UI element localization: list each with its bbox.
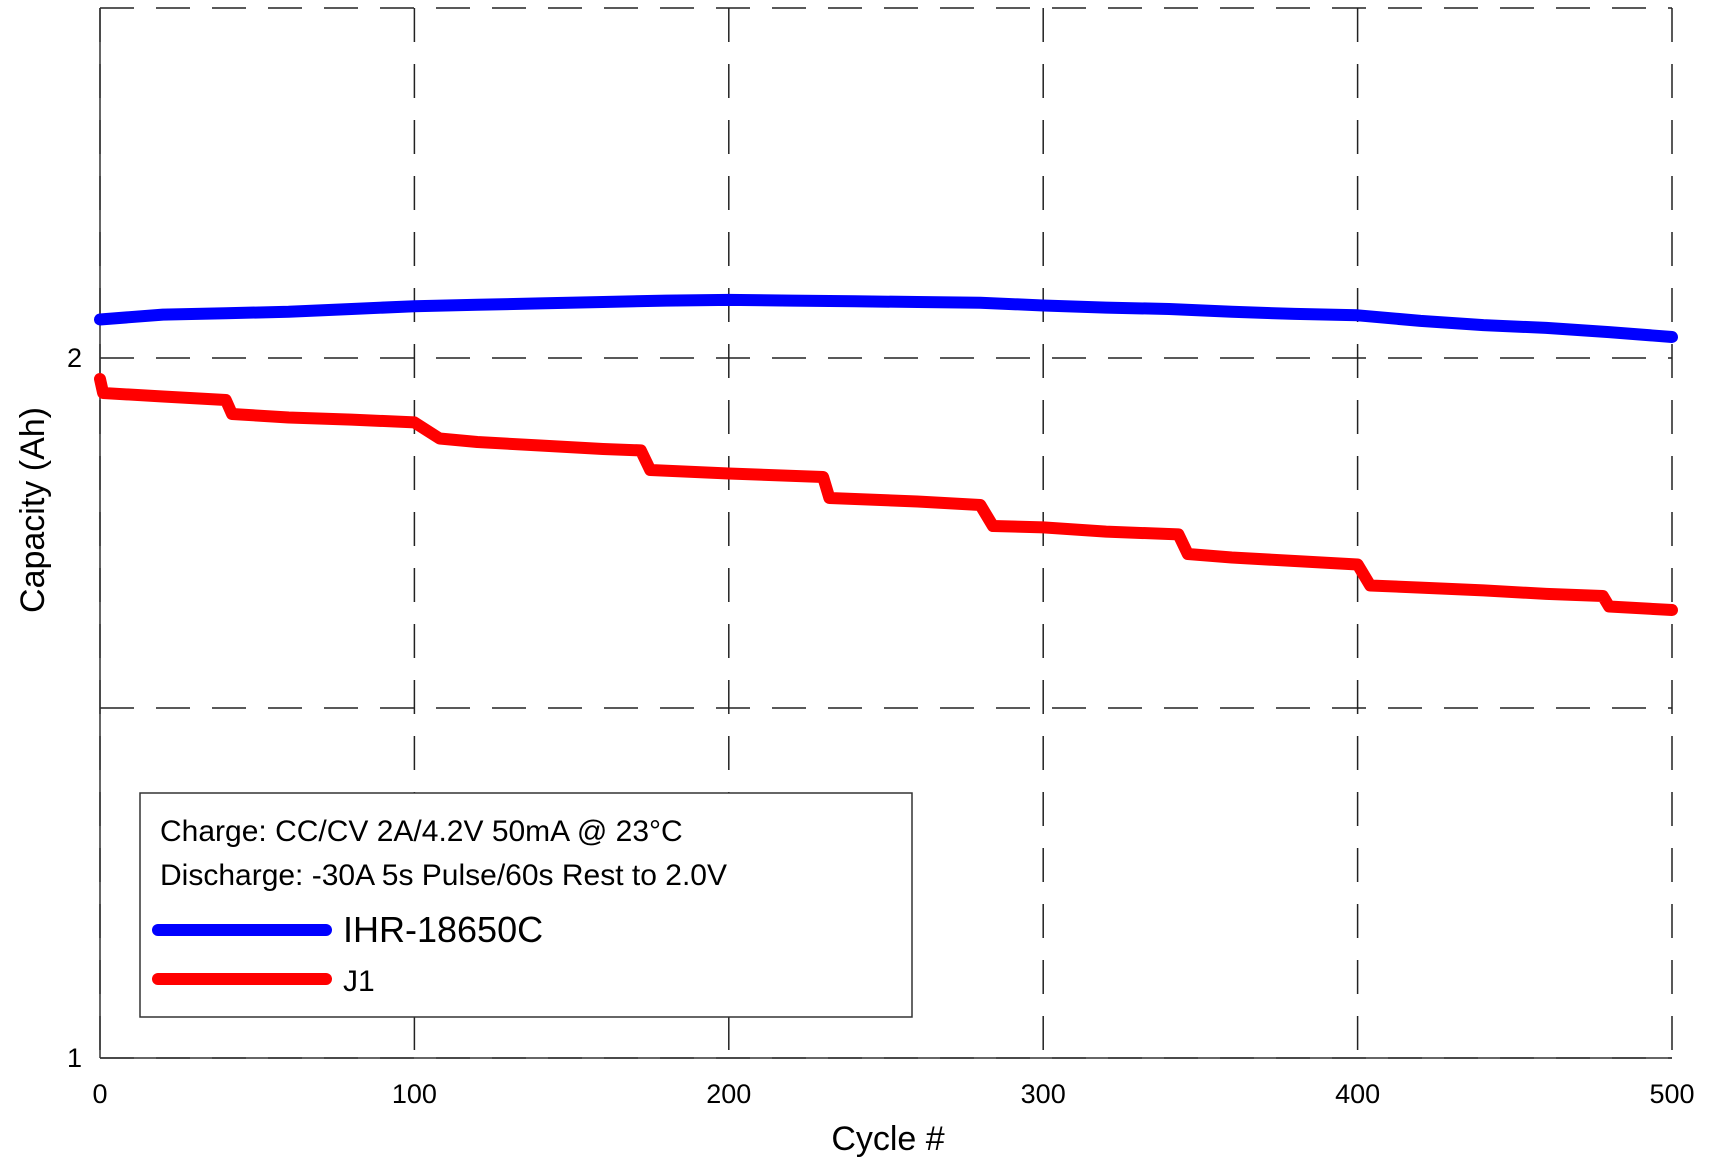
y-tick-label: 1 <box>67 1043 82 1073</box>
plot-frame <box>99 8 1672 1059</box>
x-axis-label: Cycle # <box>831 1120 944 1158</box>
x-tick-label: 500 <box>1649 1079 1694 1109</box>
legend-note-charge: Charge: CC/CV 2A/4.2V 50mA @ 23°C <box>160 815 683 848</box>
x-tick-label: 400 <box>1335 1079 1380 1109</box>
series-line-j1 <box>94 373 1678 616</box>
x-tick-label: 300 <box>1021 1079 1066 1109</box>
legend-note-discharge: Discharge: -30A 5s Pulse/60s Rest to 2.0… <box>160 859 727 892</box>
x-tick-label: 200 <box>706 1079 751 1109</box>
y-axis-label: Capacity (Ah) <box>14 407 52 613</box>
x-tick-label: 0 <box>92 1079 107 1109</box>
y-tick-label: 2 <box>67 343 82 373</box>
legend-label-ihr-18650c: IHR-18650C <box>343 909 543 950</box>
series-line-ihr-18650c <box>94 293 1678 343</box>
legend: Charge: CC/CV 2A/4.2V 50mA @ 23°C Discha… <box>139 792 913 1018</box>
legend-label-j1: J1 <box>343 965 375 998</box>
tick-labels: 0 100 200 300 400 500 1 2 <box>67 343 1695 1109</box>
x-tick-label: 100 <box>392 1079 437 1109</box>
series-layer <box>94 293 1678 616</box>
